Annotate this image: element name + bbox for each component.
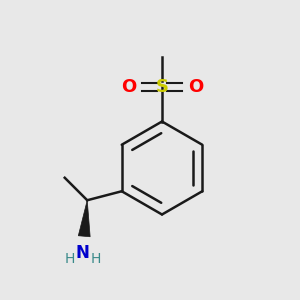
Text: N: N: [76, 244, 90, 262]
Polygon shape: [78, 200, 90, 237]
Text: H: H: [90, 252, 101, 266]
Text: O: O: [188, 78, 203, 96]
Text: S: S: [155, 78, 169, 96]
Text: O: O: [121, 78, 136, 96]
Text: H: H: [65, 252, 75, 266]
